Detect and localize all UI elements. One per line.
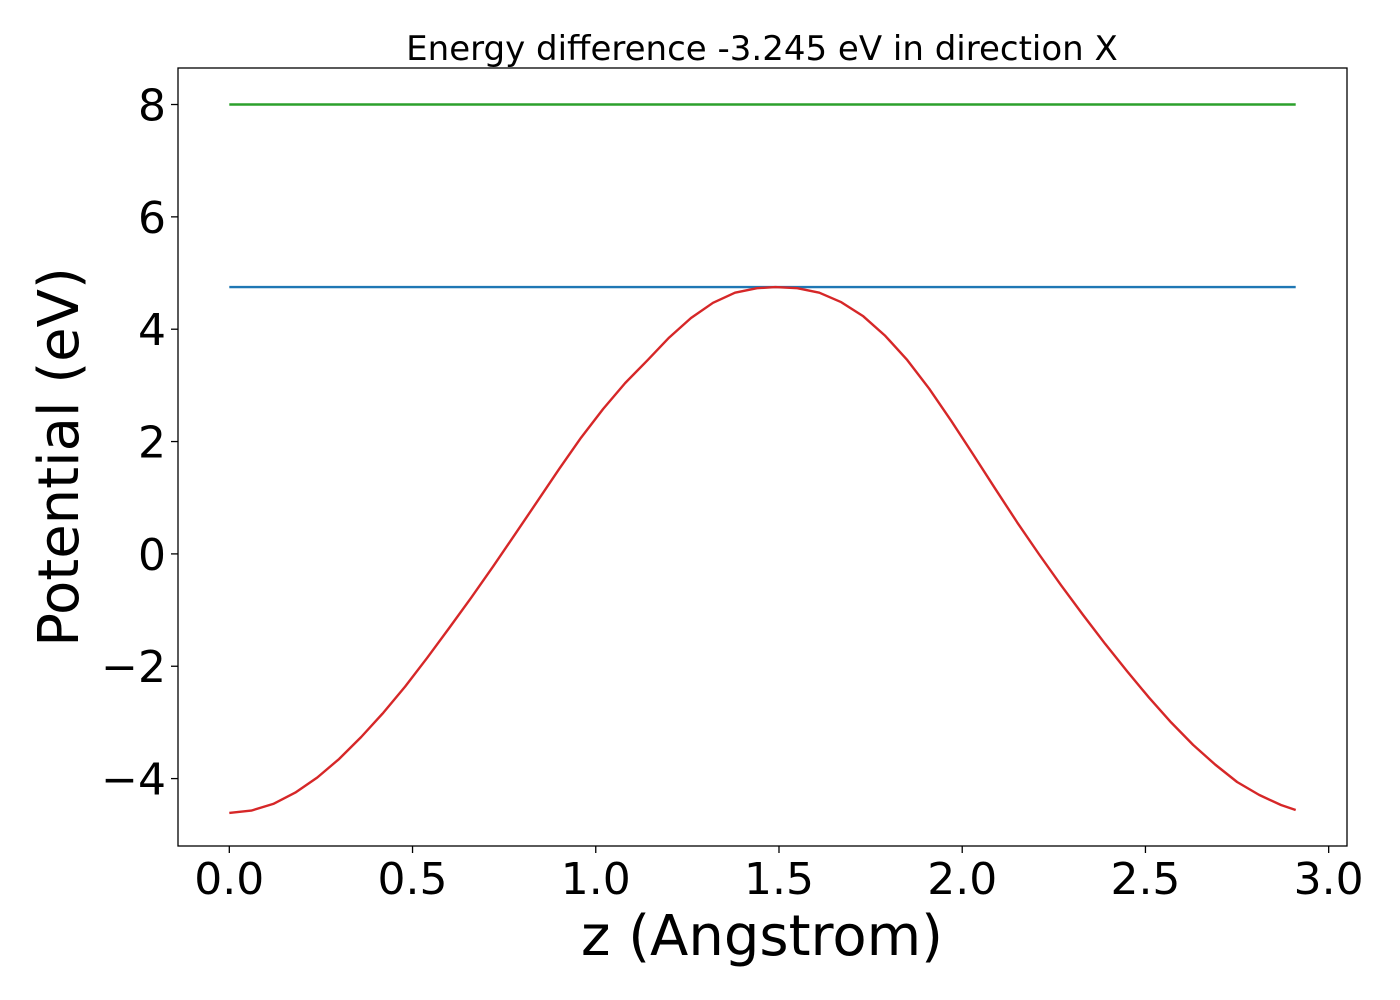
x-tick-label: 0.0 [194, 854, 264, 905]
x-tick-label: 0.5 [378, 854, 448, 905]
y-tick-label: −2 [101, 642, 166, 693]
chart-title: Energy difference -3.245 eV in direction… [406, 29, 1118, 69]
x-tick-label: 2.5 [1110, 854, 1180, 905]
y-tick-label: 4 [138, 305, 166, 356]
y-tick-label: −4 [101, 755, 166, 806]
y-axis-label: Potential (eV) [27, 267, 92, 647]
y-axis: −4 −2 0 2 4 6 8 [101, 81, 178, 806]
series-layer [229, 103, 1297, 815]
x-axis: 0.0 0.5 1.0 1.5 2.0 2.5 3.0 [194, 846, 1364, 905]
y-tick-label: 8 [138, 81, 166, 132]
x-tick-label: 2.0 [927, 854, 997, 905]
x-axis-label: z (Angstrom) [581, 904, 943, 969]
plot-frame [177, 67, 1348, 847]
y-tick-label: 6 [138, 193, 166, 244]
x-tick-label: 1.5 [744, 854, 814, 905]
series-line-3 [229, 285, 1297, 815]
x-tick-label: 1.0 [561, 854, 631, 905]
y-tick-label: 0 [138, 530, 166, 581]
y-tick-label: 2 [138, 418, 166, 469]
x-tick-label: 3.0 [1294, 854, 1364, 905]
